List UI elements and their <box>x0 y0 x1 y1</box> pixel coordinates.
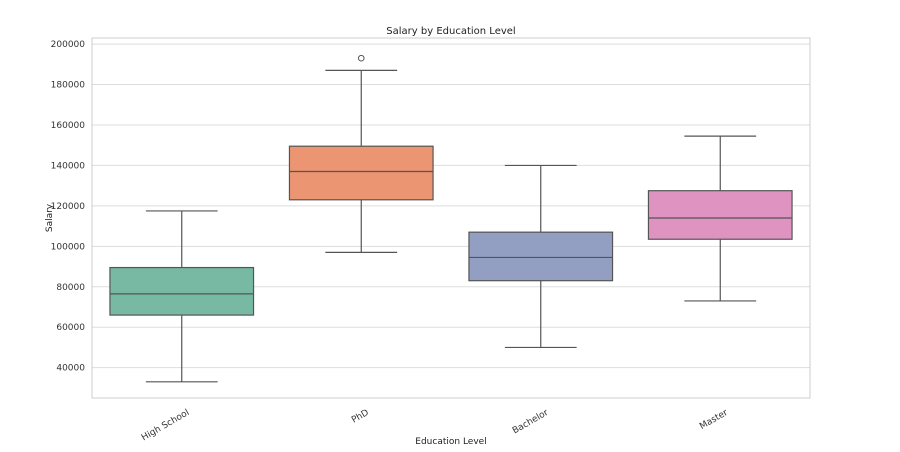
box-group-bachelor <box>468 164 614 349</box>
x-tick-label: High School <box>140 408 191 443</box>
iqr-box <box>288 145 434 201</box>
x-tick-label: Bachelor <box>511 408 551 437</box>
boxes-layer <box>109 54 793 383</box>
chart-title: Salary by Education Level <box>386 26 515 37</box>
outlier-point <box>357 54 365 62</box>
x-axis-label: Education Level <box>415 437 486 447</box>
y-tick-label: 100000 <box>51 242 86 252</box>
box-group-phd <box>288 54 434 253</box>
x-tick-label: PhD <box>350 408 371 426</box>
y-tick-label: 160000 <box>51 121 86 131</box>
iqr-box <box>109 266 255 316</box>
y-tick-label: 40000 <box>56 364 85 374</box>
y-tick-label: 200000 <box>51 40 86 50</box>
box-group-master <box>647 135 793 302</box>
iqr-box <box>468 231 614 282</box>
box-group-high-school <box>109 210 255 383</box>
plot-frame <box>91 37 811 399</box>
y-tick-label: 180000 <box>51 81 86 91</box>
y-tick-label: 140000 <box>51 161 86 171</box>
y-axis-label: Salary <box>45 203 55 232</box>
y-tick-label: 120000 <box>51 202 86 212</box>
y-tick-label: 60000 <box>56 323 85 333</box>
y-tick-label: 80000 <box>56 283 85 293</box>
y-axis-ticks: 40000 60000 80000 100000 120000 140000 160000 1… <box>51 40 86 374</box>
x-tick-label: Master <box>698 408 730 432</box>
iqr-box <box>647 190 793 240</box>
